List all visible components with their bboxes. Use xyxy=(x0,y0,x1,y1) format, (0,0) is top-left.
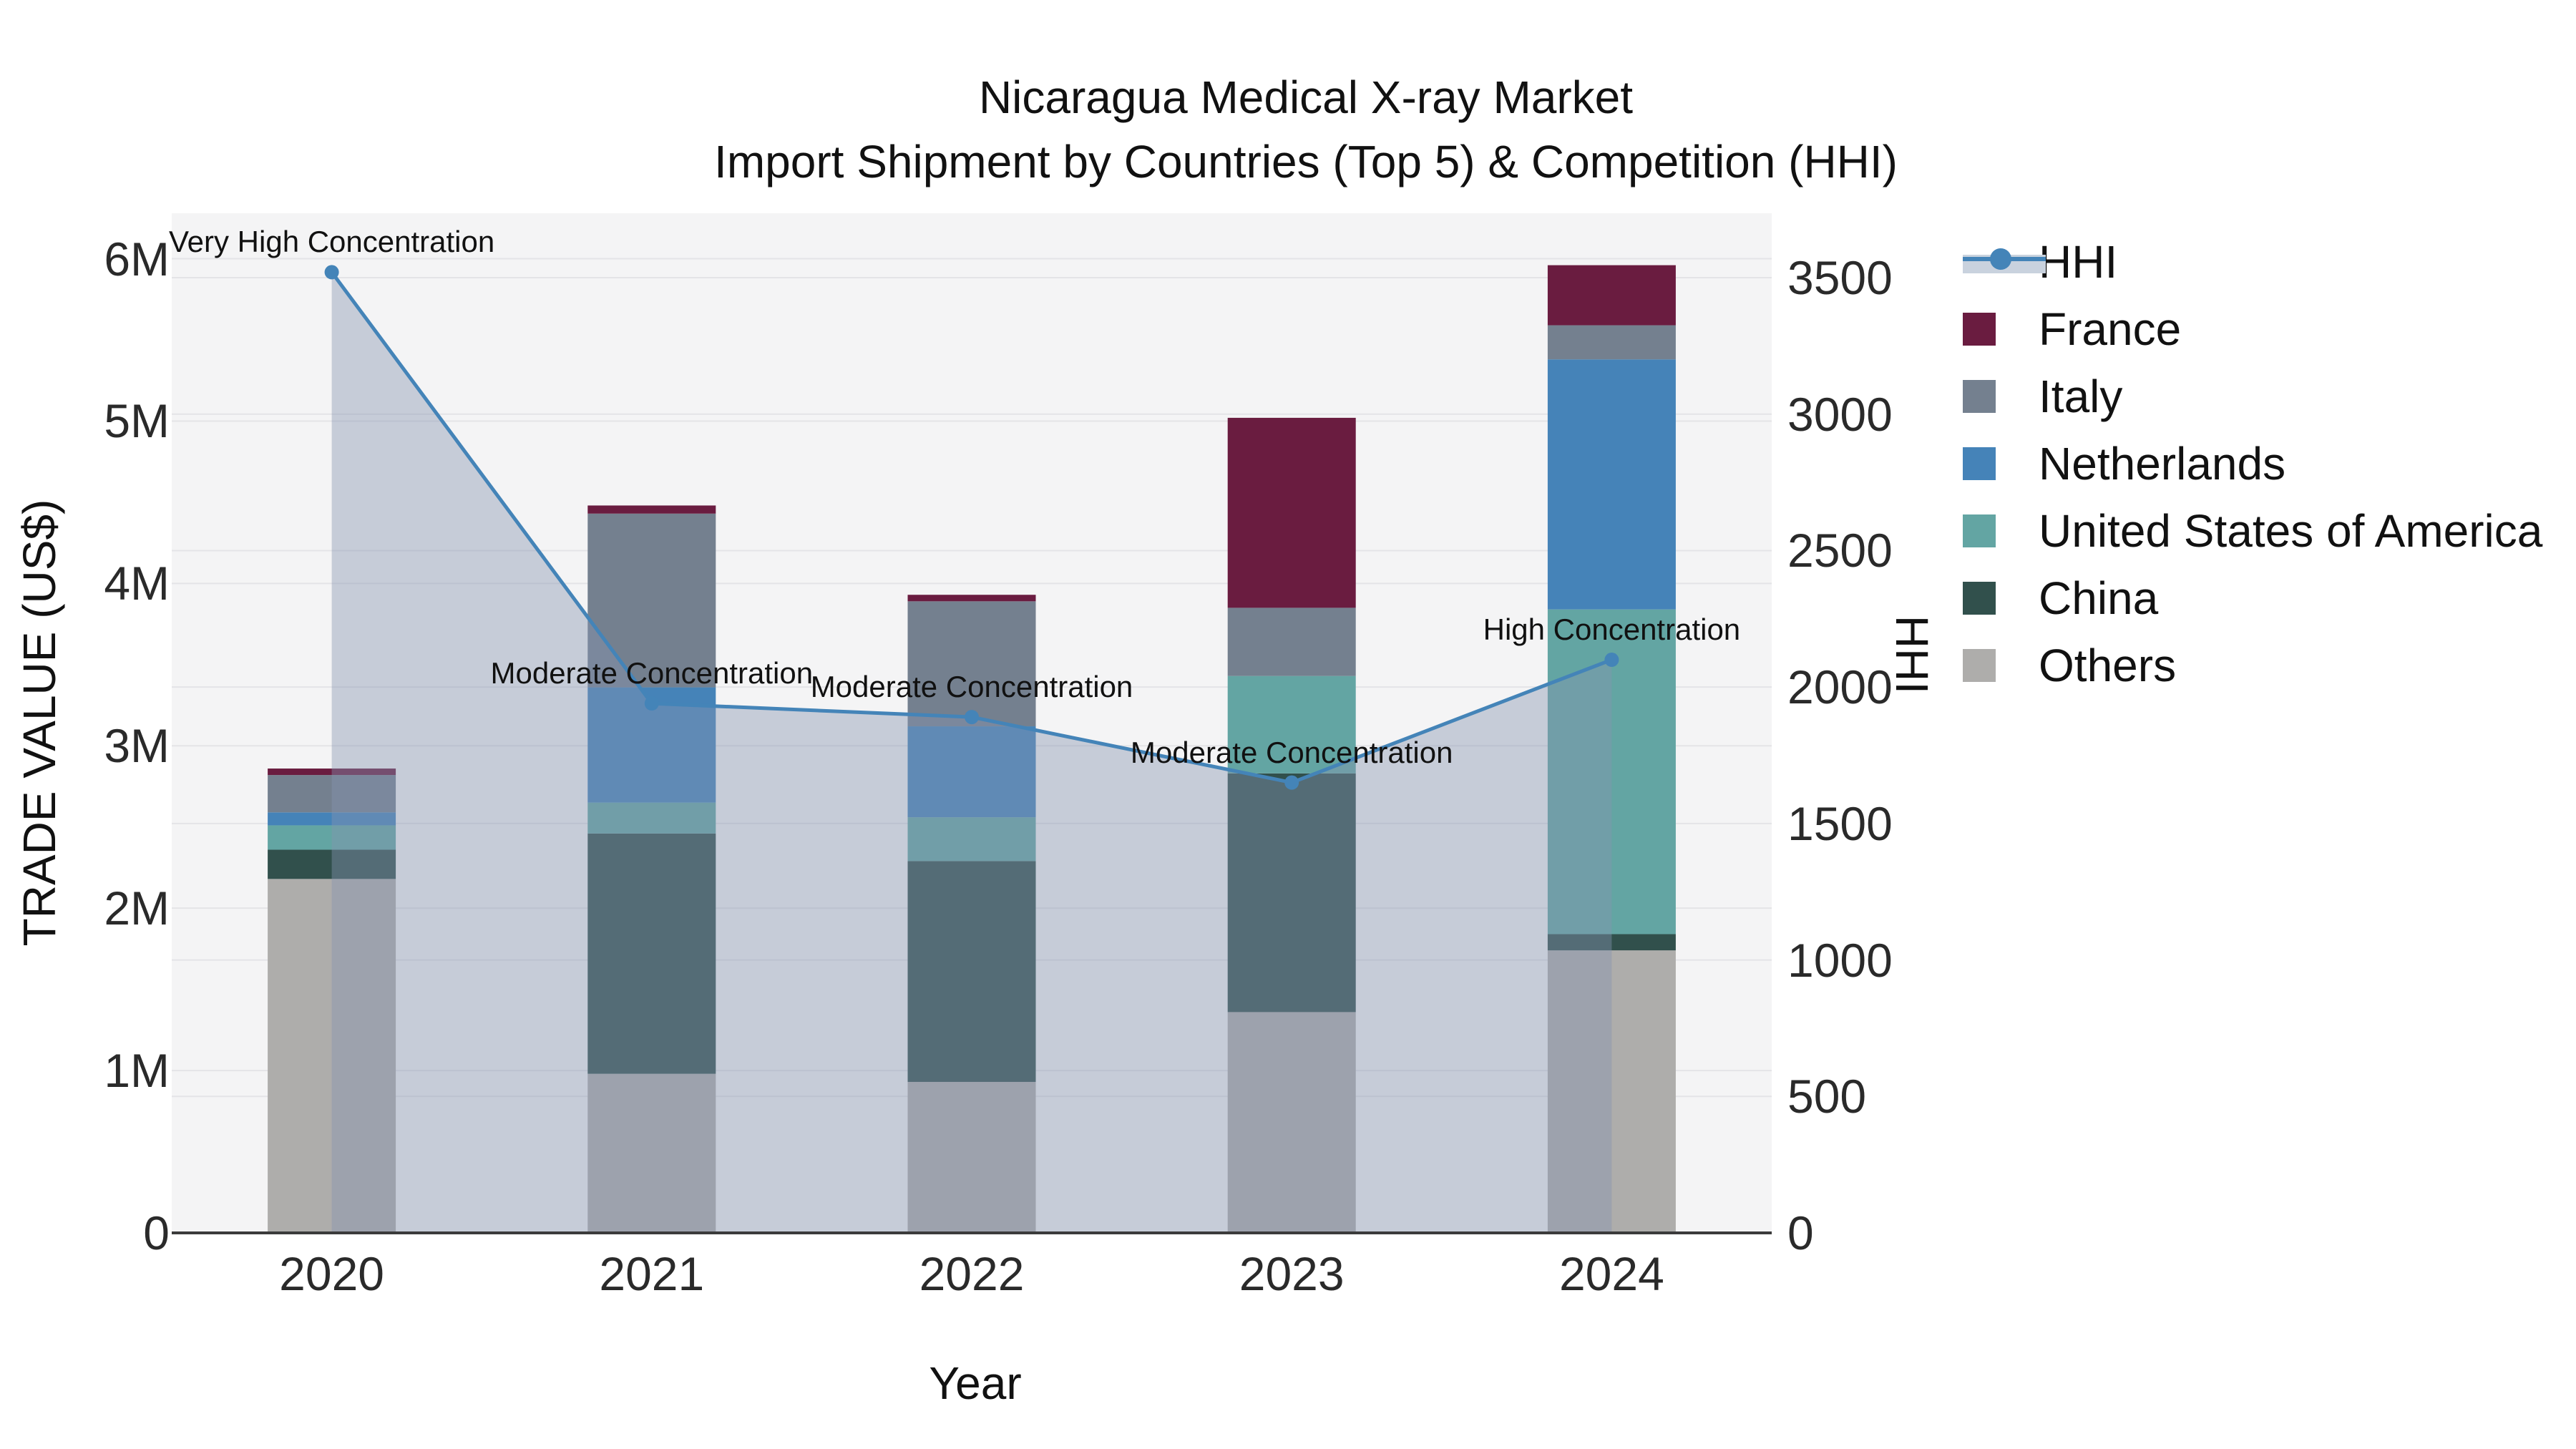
bar-segment-2022-united-states-of-america xyxy=(907,817,1036,862)
legend-item-china[interactable]: China xyxy=(1963,565,2158,632)
y-tick-4M: 4M xyxy=(104,557,170,610)
annotation-2020: Very High Concentration xyxy=(168,225,495,259)
bar-segment-2022-china xyxy=(907,861,1036,1082)
bar-segment-2024-netherlands xyxy=(1547,359,1676,610)
y-tick-1M: 1M xyxy=(104,1044,170,1098)
legend-color-swatch xyxy=(1963,514,1996,547)
hhi-marker-swatch xyxy=(1990,248,2011,270)
y-tick-0: 0 xyxy=(143,1206,170,1259)
legend-color-swatch xyxy=(1963,649,1996,682)
y2-tick-2500: 2500 xyxy=(1787,524,1893,577)
y-tick-6M: 6M xyxy=(104,232,170,286)
bar-segment-2021-china xyxy=(587,833,716,1074)
legend-color-swatch xyxy=(1963,313,1996,346)
x-tick-2023: 2023 xyxy=(1239,1247,1345,1300)
bar-segment-2020-italy xyxy=(268,775,396,813)
bar-segment-2022-others xyxy=(907,1081,1036,1233)
bar-segment-2023-china xyxy=(1227,773,1356,1013)
legend-label: Netherlands xyxy=(2039,438,2286,489)
annotation-2023: Moderate Concentration xyxy=(1130,735,1453,769)
legend-hhi-line-icon xyxy=(1963,245,2046,278)
y2-tick-3500: 3500 xyxy=(1787,251,1893,305)
bar-segment-2021-others xyxy=(587,1073,716,1233)
hhi-area-fill xyxy=(331,272,1612,1233)
bar-segment-2020-france xyxy=(268,769,396,776)
legend-item-united-states-of-america[interactable]: United States of America xyxy=(1963,497,2542,565)
legend-label: China xyxy=(2039,572,2159,624)
y2-tick-1500: 1500 xyxy=(1787,796,1893,850)
bar-segment-2024-others xyxy=(1547,950,1676,1233)
legend-label: Others xyxy=(2039,640,2177,691)
y-tick-3M: 3M xyxy=(104,719,170,773)
bar-segment-2020-united-states-of-america xyxy=(268,825,396,850)
bar-segment-2020-others xyxy=(268,879,396,1233)
hhi-marker-2020 xyxy=(324,265,339,280)
y2-tick-500: 500 xyxy=(1787,1070,1867,1123)
annotation-2022: Moderate Concentration xyxy=(810,670,1133,704)
bar-segment-2022-france xyxy=(907,595,1036,602)
bar-segment-2024-france xyxy=(1547,265,1676,326)
bar-segment-2023-france xyxy=(1227,417,1356,608)
bar-segment-2020-china xyxy=(268,849,396,879)
y-tick-2M: 2M xyxy=(104,882,170,935)
hhi-marker-2024 xyxy=(1604,653,1619,668)
chart-title-line1: Nicaragua Medical X-ray Market xyxy=(978,72,1634,123)
legend-color-swatch xyxy=(1963,380,1996,413)
bar-segment-2021-united-states-of-america xyxy=(587,802,716,834)
bar-segment-2023-italy xyxy=(1227,608,1356,676)
legend-item-italy[interactable]: Italy xyxy=(1963,363,2122,430)
legend-label: HHI xyxy=(2039,236,2118,288)
hhi-marker-2023 xyxy=(1284,775,1299,790)
legend-label: United States of America xyxy=(2039,505,2543,557)
legend-color-swatch xyxy=(1963,447,1996,480)
x-tick-2022: 2022 xyxy=(919,1247,1025,1300)
x-axis-title: Year xyxy=(929,1357,1022,1409)
bar-segment-2021-italy xyxy=(587,513,716,688)
bar-segment-2024-italy xyxy=(1547,325,1676,360)
legend-item-france[interactable]: France xyxy=(1963,296,2181,363)
legend-item-others[interactable]: Others xyxy=(1963,632,2176,699)
annotation-2024: High Concentration xyxy=(1483,613,1741,646)
hhi-marker-2022 xyxy=(965,710,979,725)
bar-segment-2023-others xyxy=(1227,1012,1356,1233)
bar-segment-2023-united-states-of-america xyxy=(1227,675,1356,774)
legend-item-netherlands[interactable]: Netherlands xyxy=(1963,430,2285,497)
legend-label: France xyxy=(2039,303,2182,355)
legend-label: Italy xyxy=(2039,371,2123,422)
legend-color-swatch xyxy=(1963,582,1996,615)
y2-tick-0: 0 xyxy=(1787,1206,1814,1259)
bar-segment-2021-france xyxy=(587,505,716,514)
x-tick-2024: 2024 xyxy=(1558,1247,1664,1300)
y2-tick-1000: 1000 xyxy=(1787,933,1893,987)
annotation-2021: Moderate Concentration xyxy=(490,656,814,691)
x-tick-2020: 2020 xyxy=(279,1247,384,1300)
bar-segment-2022-italy xyxy=(907,601,1036,727)
bar-segment-2020-netherlands xyxy=(268,812,396,826)
y-tick-5M: 5M xyxy=(104,394,170,448)
chart-title-line2: Import Shipment by Countries (Top 5) & C… xyxy=(714,136,1898,187)
y2-tick-3000: 3000 xyxy=(1787,387,1893,441)
bar-segment-2022-netherlands xyxy=(907,726,1036,818)
x-tick-2021: 2021 xyxy=(599,1247,705,1300)
hhi-marker-2021 xyxy=(644,696,659,711)
bar-segment-2024-china xyxy=(1547,934,1676,951)
legend-item-hhi[interactable]: HHI xyxy=(1963,228,2117,296)
y2-tick-2000: 2000 xyxy=(1787,660,1893,714)
